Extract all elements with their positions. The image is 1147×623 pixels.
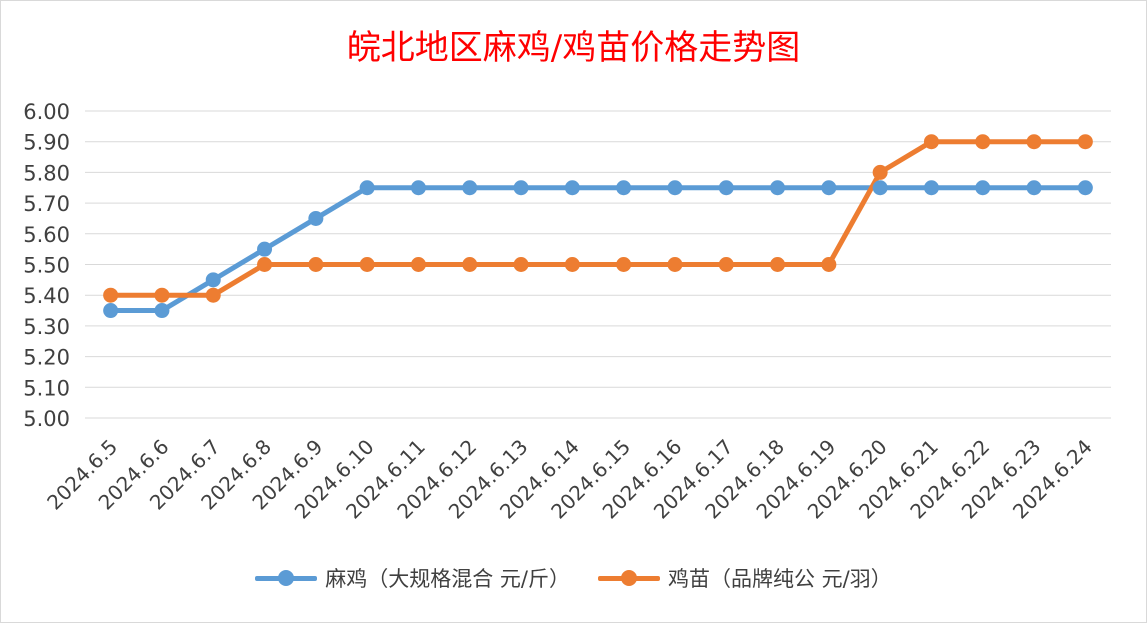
series-1-point: [513, 180, 529, 196]
legend-swatch-series-2: [598, 570, 660, 586]
series-1-point: [770, 180, 786, 196]
series-2-point: [257, 257, 273, 272]
y-tick-label: 6.00: [23, 100, 70, 124]
y-tick-label: 5.20: [23, 346, 70, 370]
series-1-point: [103, 303, 119, 319]
y-tick-label: 5.80: [23, 161, 70, 185]
series-2-point: [718, 257, 734, 272]
legend-swatch-series-1: [255, 570, 318, 586]
series-2-point: [205, 287, 221, 303]
y-tick-label: 5.00: [23, 407, 70, 431]
series-2-point: [872, 164, 888, 180]
series-1-point: [616, 180, 632, 196]
series-line-2: [108, 139, 1088, 298]
legend-label-series-1: 麻鸡（大规格混合 元/斤）: [325, 567, 570, 591]
legend-item-series-1[interactable]: 麻鸡（大规格混合 元/斤）: [255, 563, 570, 593]
y-tick-label: 5.70: [23, 192, 70, 216]
series-1-point: [410, 180, 426, 196]
legend: 麻鸡（大规格混合 元/斤） 鸡苗（品牌纯公 元/羽）: [0, 563, 1147, 593]
y-tick-labels: 5.00 5.10 5.20 5.30 5.40 5.50 5.60 5.70 5.80 5.90…: [23, 100, 70, 431]
series-1-point: [1077, 180, 1093, 196]
x-tick-labels: 2024.6.52024.6.62024.6.72024.6.82024.6.9…: [42, 435, 1097, 524]
series-2-point: [821, 257, 837, 272]
series-1-point: [359, 180, 375, 196]
series-1-point: [205, 272, 221, 288]
series-1-point: [718, 180, 734, 196]
series-2-point: [616, 257, 632, 272]
series-1-point: [257, 241, 273, 257]
y-tick-label: 5.30: [23, 315, 70, 339]
chart-title: 皖北地区麻鸡/鸡苗价格走势图: [346, 28, 801, 68]
series-2-point: [923, 134, 939, 150]
series-1-point: [923, 180, 939, 196]
y-tick-label: 5.90: [23, 131, 70, 155]
series-1-point: [462, 180, 478, 196]
series-markers: [103, 134, 1093, 319]
series-line-1: [108, 185, 1088, 314]
series-2-point: [1026, 134, 1042, 150]
series-2-point: [513, 257, 529, 272]
legend-label-series-2: 鸡苗（品牌纯公 元/羽）: [668, 567, 892, 591]
series-1-point: [1026, 180, 1042, 196]
series-2-point: [770, 257, 786, 272]
series-1-point: [975, 180, 991, 196]
series-2-point: [564, 257, 580, 272]
series-2-point: [410, 257, 426, 272]
series-1-point: [821, 180, 837, 196]
series-1-point: [154, 303, 170, 319]
series-2-point: [462, 257, 478, 272]
series-lines: [108, 139, 1088, 314]
series-1-point: [308, 210, 324, 226]
y-tick-label: 5.60: [23, 223, 70, 247]
series-1-point: [872, 180, 888, 196]
series-2-point: [154, 287, 170, 303]
series-2-point: [1077, 134, 1093, 150]
series-2-point: [103, 287, 119, 303]
series-1-point: [564, 180, 580, 196]
series-2-point: [308, 257, 324, 272]
series-2-point: [667, 257, 683, 272]
plot-area: 5.00 5.10 5.20 5.30 5.40 5.50 5.60 5.70 5.80 5.90…: [23, 100, 1111, 524]
y-tick-label: 5.10: [23, 376, 70, 400]
series-1-point: [667, 180, 683, 196]
y-tick-label: 5.40: [23, 284, 70, 308]
y-tick-label: 5.50: [23, 254, 70, 278]
legend-item-series-2[interactable]: 鸡苗（品牌纯公 元/羽）: [598, 563, 892, 593]
series-2-point: [359, 257, 375, 272]
series-2-point: [975, 134, 991, 150]
